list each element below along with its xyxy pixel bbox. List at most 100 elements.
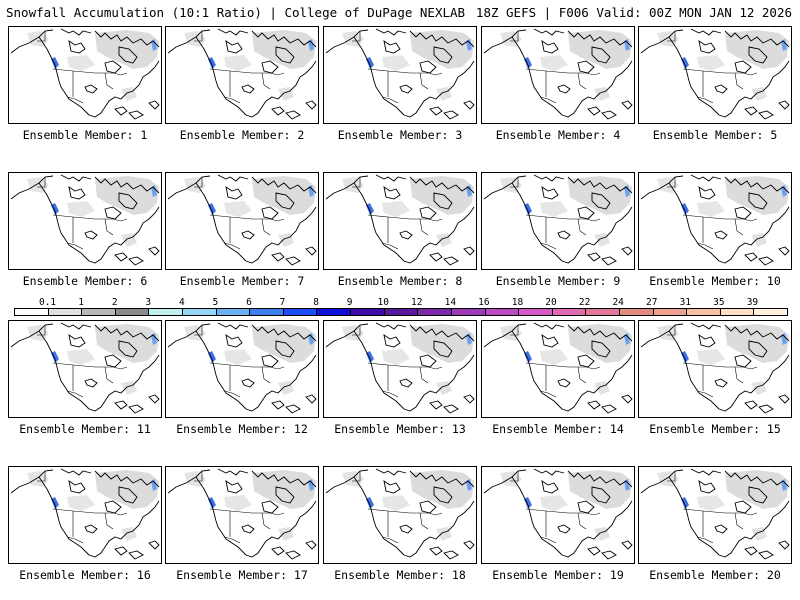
ensemble-member-label: Ensemble Member: 14	[492, 422, 624, 436]
ensemble-panel: Ensemble Member: 15	[638, 320, 792, 436]
ensemble-member-label: Ensemble Member: 15	[649, 422, 781, 436]
snowfall-map	[165, 466, 319, 564]
snowfall-map	[638, 466, 792, 564]
colorbar-tick-label: 0.1	[38, 297, 57, 308]
ensemble-panel: Ensemble Member: 17	[165, 466, 319, 582]
ensemble-member-label: Ensemble Member: 20	[649, 568, 781, 582]
colorbar-swatch	[149, 309, 184, 315]
colorbar-tick-label: 27	[646, 297, 658, 308]
colorbar-tick-label: 22	[578, 297, 591, 308]
snowfall-map	[165, 26, 319, 124]
colorbar-swatch	[82, 309, 116, 315]
colorbar-legend: 0.1 1 2 3 4 5 6 7 8 9 10 12 14 16 18 20 22 24 27 31 35 39	[14, 297, 788, 317]
ensemble-member-label: Ensemble Member: 9	[495, 274, 621, 288]
ensemble-member-label: Ensemble Member: 3	[337, 128, 463, 142]
ensemble-member-label: Ensemble Member: 1	[22, 128, 148, 142]
colorbar-tick-label: 6	[246, 297, 252, 308]
ensemble-panel: Ensemble Member: 14	[481, 320, 635, 436]
colorbar-swatch	[115, 309, 150, 315]
ensemble-panel: Ensemble Member: 11	[8, 320, 162, 436]
colorbar-swatch	[418, 309, 452, 315]
colorbar-tick-label: 5	[212, 297, 219, 308]
snowfall-map	[638, 26, 792, 124]
snowfall-map	[481, 466, 635, 564]
colorbar-tick-label: 4	[178, 297, 185, 308]
snowfall-map	[481, 172, 635, 270]
colorbar-tick-label: 39	[746, 297, 759, 308]
ensemble-member-label: Ensemble Member: 12	[176, 422, 308, 436]
ensemble-panel: Ensemble Member: 10	[638, 172, 792, 288]
colorbar-labels: 0.1 1 2 3 4 5 6 7 8 9 10 12 14 16 18 20 22 24 27 31 35 39	[14, 297, 786, 308]
snowfall-map	[8, 466, 162, 564]
colorbar-swatch	[48, 309, 83, 315]
colorbar-tick-label: 10	[377, 297, 389, 308]
snowfall-map	[8, 320, 162, 418]
colorbar-tick-label: 9	[346, 297, 353, 308]
forecast-valid-time: 18Z GEFS | F006 Valid: 00Z MON JAN 12 20…	[475, 5, 792, 20]
ensemble-panel: Ensemble Member: 4	[481, 26, 635, 142]
colorbar-tick-label: 3	[145, 297, 152, 308]
header: Snowfall Accumulation (10:1 Ratio) | Col…	[0, 0, 800, 22]
snowfall-map	[638, 320, 792, 418]
ensemble-member-label: Ensemble Member: 13	[334, 422, 466, 436]
snowfall-map	[481, 26, 635, 124]
colorbar-swatch	[519, 309, 553, 315]
colorbar-tick-label: 7	[279, 297, 286, 308]
colorbar-tick-label: 8	[313, 297, 319, 308]
snowfall-map	[323, 320, 477, 418]
colorbar-swatch	[720, 309, 755, 315]
colorbar-swatch	[552, 309, 587, 315]
ensemble-panel: Ensemble Member: 20	[638, 466, 792, 582]
ensemble-panel: Ensemble Member: 9	[481, 172, 635, 288]
ensemble-member-label: Ensemble Member: 7	[179, 274, 305, 288]
ensemble-member-label: Ensemble Member: 17	[176, 568, 308, 582]
ensemble-member-label: Ensemble Member: 18	[334, 568, 466, 582]
colorbar-tick-label: 12	[411, 297, 423, 308]
colorbar-swatch	[619, 309, 654, 315]
ensemble-panel: Ensemble Member: 7	[165, 172, 319, 288]
snowfall-map	[481, 320, 635, 418]
colorbar-swatch	[485, 309, 520, 315]
colorbar-swatch	[351, 309, 385, 315]
map-title: Snowfall Accumulation (10:1 Ratio) | Col…	[6, 5, 466, 20]
ensemble-panel: Ensemble Member: 16	[8, 466, 162, 582]
ensemble-member-label: Ensemble Member: 4	[495, 128, 621, 142]
colorbar-swatch	[754, 309, 788, 315]
colorbar-tick-label: 20	[545, 297, 557, 308]
snowfall-map	[165, 320, 319, 418]
ensemble-panel: Ensemble Member: 1	[8, 26, 162, 142]
colorbar-swatch	[250, 309, 284, 315]
colorbar-swatch	[283, 309, 318, 315]
snowfall-map	[8, 172, 162, 270]
ensemble-member-label: Ensemble Member: 2	[179, 128, 305, 142]
ensemble-member-label: Ensemble Member: 16	[19, 568, 151, 582]
colorbar-swatch	[687, 309, 721, 315]
colorbar-tick-label: 31	[679, 297, 692, 308]
ensemble-member-label: Ensemble Member: 19	[492, 568, 624, 582]
colorbar-swatch	[451, 309, 486, 315]
ensemble-panel: Ensemble Member: 8	[323, 172, 477, 288]
colorbar-swatch	[653, 309, 688, 315]
colorbar-tick-label: 2	[111, 297, 118, 308]
colorbar-swatch	[384, 309, 419, 315]
ensemble-panel: Ensemble Member: 12	[165, 320, 319, 436]
colorbar-tick-label: 16	[478, 297, 490, 308]
ensemble-panel: Ensemble Member: 13	[323, 320, 477, 436]
snowfall-map	[8, 26, 162, 124]
snowfall-map	[323, 172, 477, 270]
colorbar-swatch	[317, 309, 352, 315]
ensemble-panel: Ensemble Member: 5	[638, 26, 792, 142]
snowfall-map	[323, 26, 477, 124]
colorbar-bar	[14, 308, 788, 316]
snowfall-map	[323, 466, 477, 564]
ensemble-panel: Ensemble Member: 19	[481, 466, 635, 582]
colorbar-tick-label: 14	[444, 297, 457, 308]
snowfall-map	[638, 172, 792, 270]
colorbar-swatch	[216, 309, 251, 315]
ensemble-panel: Ensemble Member: 18	[323, 466, 477, 582]
ensemble-member-label: Ensemble Member: 6	[22, 274, 148, 288]
colorbar-tick-label: 35	[713, 297, 725, 308]
colorbar-swatch	[183, 309, 217, 315]
colorbar-tick-label: 1	[78, 297, 84, 308]
